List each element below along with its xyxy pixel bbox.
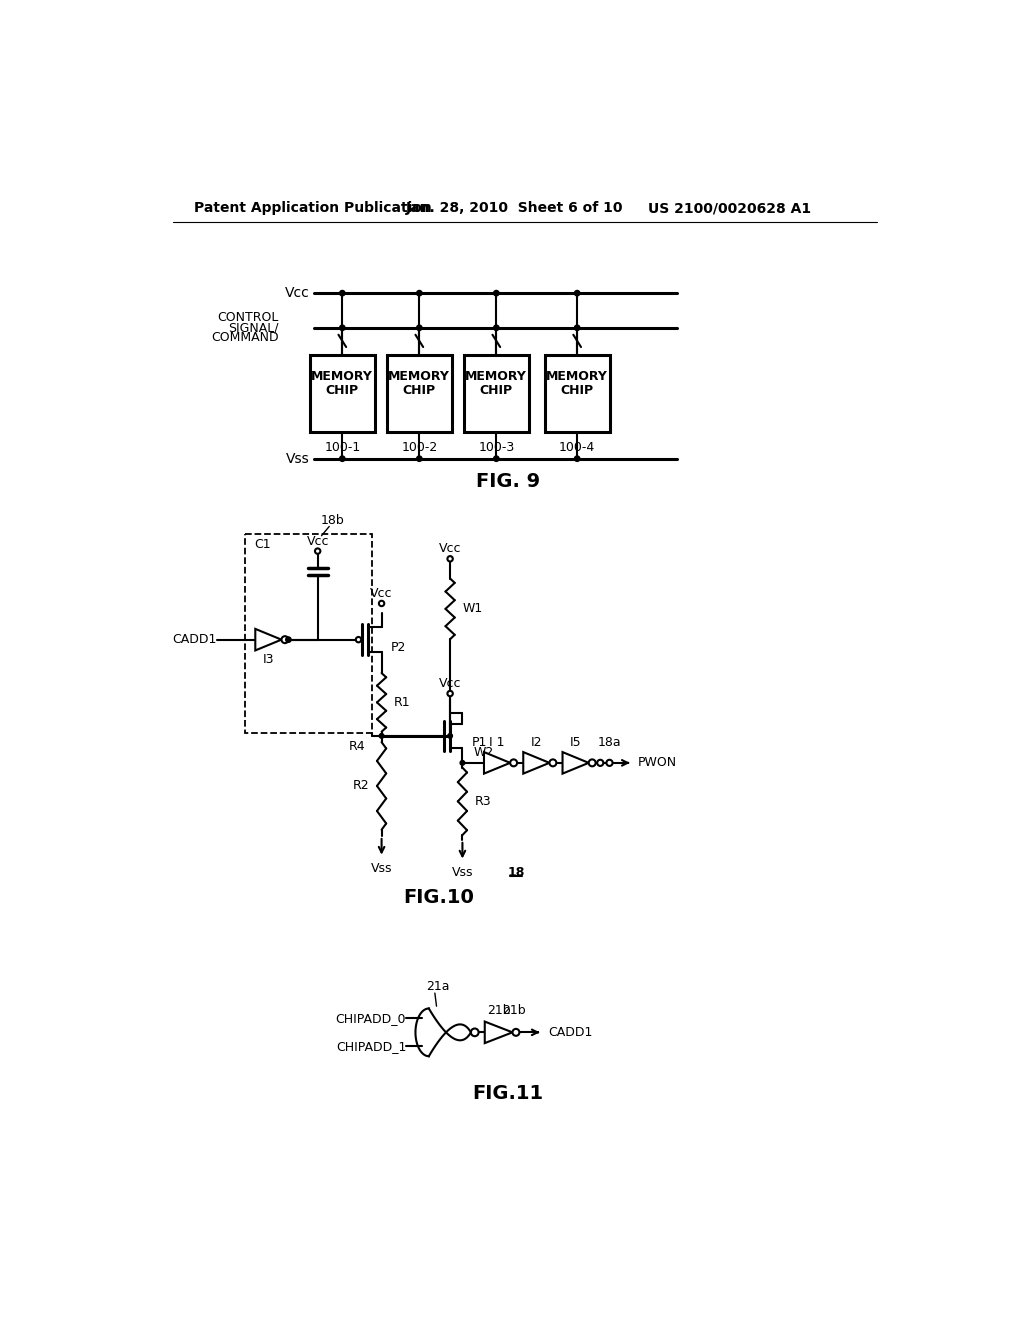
Text: R4: R4: [349, 741, 366, 754]
Text: W2: W2: [473, 746, 494, 759]
Text: FIG. 9: FIG. 9: [476, 473, 540, 491]
Text: 21a: 21a: [426, 981, 450, 994]
Text: Vcc: Vcc: [285, 286, 309, 300]
Circle shape: [379, 601, 384, 606]
Polygon shape: [523, 752, 550, 774]
Text: Vcc: Vcc: [371, 587, 393, 601]
Bar: [464, 355, 529, 432]
Circle shape: [510, 759, 517, 767]
Circle shape: [471, 1028, 478, 1036]
Text: COMMAND: COMMAND: [211, 331, 279, 345]
Circle shape: [340, 290, 345, 296]
Text: 100-4: 100-4: [559, 441, 595, 454]
Circle shape: [417, 290, 422, 296]
Text: Vss: Vss: [371, 862, 392, 875]
Circle shape: [282, 636, 289, 643]
Bar: [387, 355, 453, 432]
Text: 100-1: 100-1: [325, 441, 360, 454]
Circle shape: [460, 760, 465, 766]
Text: CHIP: CHIP: [480, 384, 513, 397]
Text: P2: P2: [391, 640, 407, 653]
Text: Jan. 28, 2010  Sheet 6 of 10: Jan. 28, 2010 Sheet 6 of 10: [407, 202, 624, 215]
Text: Vcc: Vcc: [439, 543, 462, 556]
Text: Vcc: Vcc: [306, 535, 329, 548]
Circle shape: [286, 638, 291, 643]
Circle shape: [340, 325, 345, 330]
Bar: [310, 355, 376, 432]
Text: I5: I5: [569, 737, 582, 750]
Text: CADD1: CADD1: [172, 634, 217, 647]
Text: MEMORY: MEMORY: [465, 370, 527, 383]
Text: FIG.10: FIG.10: [403, 888, 474, 907]
Circle shape: [379, 734, 384, 738]
Text: CHIP: CHIP: [560, 384, 594, 397]
Text: 18b: 18b: [321, 513, 344, 527]
Text: Patent Application Publication: Patent Application Publication: [194, 202, 431, 215]
Text: CHIP: CHIP: [326, 384, 358, 397]
Text: FIG.11: FIG.11: [472, 1085, 544, 1104]
Text: CONTROL: CONTROL: [217, 310, 279, 323]
Text: CHIP: CHIP: [402, 384, 436, 397]
Circle shape: [340, 455, 345, 462]
Text: R1: R1: [394, 696, 411, 709]
Polygon shape: [255, 628, 282, 651]
Circle shape: [550, 759, 556, 767]
Circle shape: [494, 290, 499, 296]
Text: P1: P1: [472, 735, 487, 748]
Text: 100-3: 100-3: [478, 441, 514, 454]
Text: 21b: 21b: [502, 1005, 526, 1018]
Text: 100-2: 100-2: [401, 441, 437, 454]
Circle shape: [574, 290, 580, 296]
Text: CHIPADD_0: CHIPADD_0: [336, 1012, 407, 1026]
Text: CHIPADD_1: CHIPADD_1: [336, 1040, 407, 1053]
Circle shape: [447, 690, 453, 696]
Text: R3: R3: [475, 795, 492, 808]
Polygon shape: [484, 1022, 512, 1043]
Text: C1: C1: [254, 539, 270, 552]
Polygon shape: [562, 752, 589, 774]
Text: I 1: I 1: [489, 737, 505, 750]
Text: Vss: Vss: [286, 451, 309, 466]
Circle shape: [574, 455, 580, 462]
Circle shape: [597, 760, 603, 766]
Text: 18a: 18a: [598, 737, 622, 750]
Text: I3: I3: [262, 653, 274, 667]
Circle shape: [494, 455, 499, 462]
Circle shape: [447, 734, 453, 738]
Text: I2: I2: [530, 737, 542, 750]
Circle shape: [606, 760, 612, 766]
Text: R2: R2: [352, 779, 370, 792]
Text: CADD1: CADD1: [549, 1026, 593, 1039]
Text: MEMORY: MEMORY: [546, 370, 608, 383]
Bar: [245, 535, 372, 733]
Text: MEMORY: MEMORY: [311, 370, 373, 383]
Circle shape: [574, 325, 580, 330]
Text: Vss: Vss: [452, 866, 473, 879]
Circle shape: [417, 325, 422, 330]
Text: MEMORY: MEMORY: [388, 370, 451, 383]
Text: SIGNAL/: SIGNAL/: [228, 321, 279, 334]
Circle shape: [447, 556, 453, 561]
Circle shape: [512, 1028, 519, 1036]
Circle shape: [315, 548, 321, 554]
Polygon shape: [484, 752, 510, 774]
Text: US 2100/0020628 A1: US 2100/0020628 A1: [648, 202, 811, 215]
Text: 21b: 21b: [486, 1005, 510, 1018]
Text: 18: 18: [508, 866, 525, 879]
Circle shape: [417, 455, 422, 462]
Text: W1: W1: [463, 602, 482, 615]
Bar: [545, 355, 610, 432]
Circle shape: [494, 325, 499, 330]
Circle shape: [355, 638, 361, 643]
Circle shape: [589, 759, 596, 767]
Text: Vcc: Vcc: [439, 677, 462, 690]
Text: PWON: PWON: [638, 756, 677, 770]
